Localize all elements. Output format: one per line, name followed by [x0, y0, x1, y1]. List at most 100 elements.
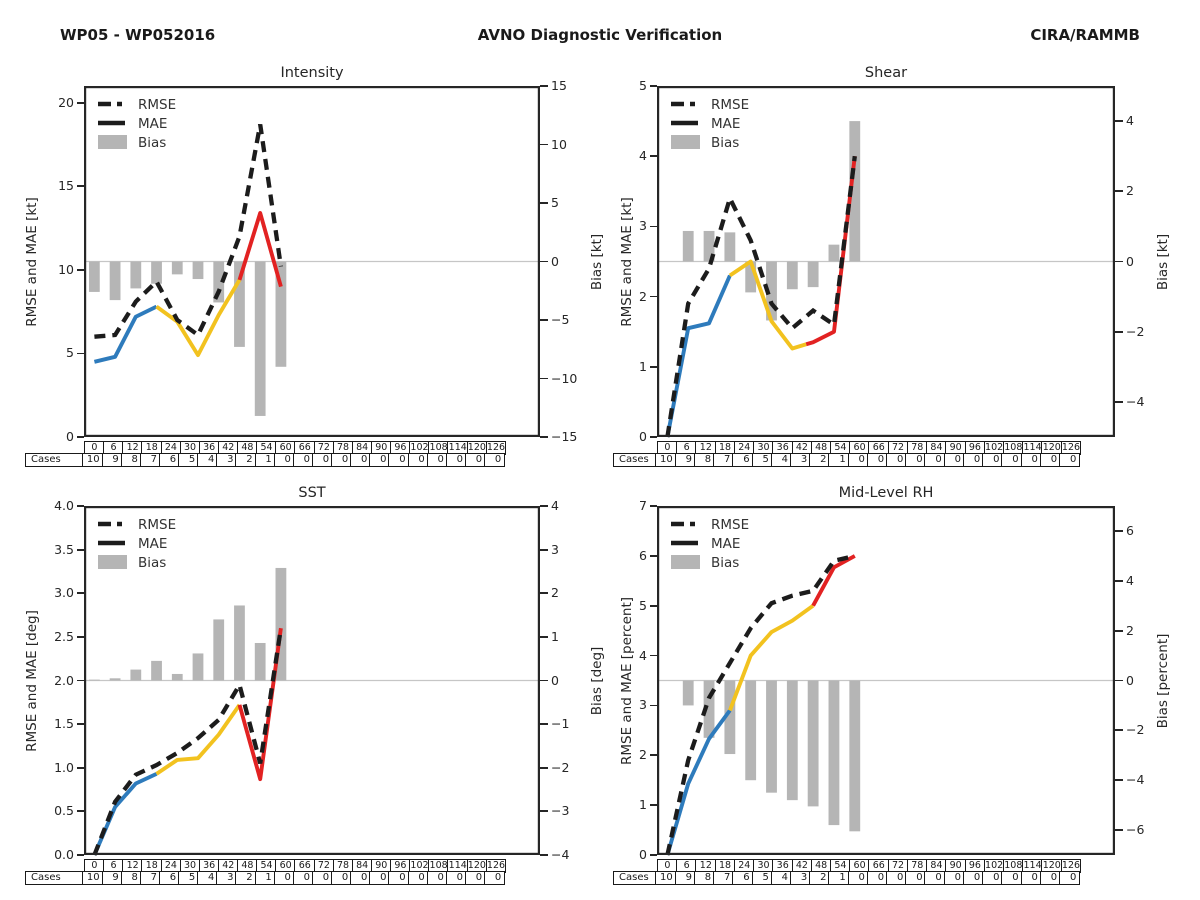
cases-row: Cases 10 9 8 7 6 5 4 3 2 1 0 0 0 0 0 0 0 0 0 0 0 0: [613, 871, 1080, 886]
bias-bar: [130, 261, 142, 289]
chart-title-mid-level-rh: Mid-Level RH: [838, 485, 934, 501]
y-tick-right: [540, 377, 548, 380]
cases-cell: 0: [847, 871, 869, 886]
cases-cell: 3: [216, 453, 237, 468]
y-tick-left: [649, 854, 657, 856]
cases-cell: 0: [962, 453, 984, 468]
y-tick-left: [76, 505, 84, 507]
y-tick-label-right: −4: [1126, 393, 1145, 409]
cases-cell: 0: [484, 453, 505, 468]
bias-bar: [192, 261, 204, 280]
mae-line-yellow: [728, 604, 815, 712]
y-tick-right: [1115, 530, 1123, 532]
plot-border: [84, 506, 540, 855]
y-tick-right: [1115, 190, 1123, 193]
cases-label-cell: Cases: [25, 871, 84, 886]
cases-cell: 0: [1059, 453, 1080, 468]
mae-line-blue: [665, 274, 732, 438]
ylabel-left-shear: RMSE and MAE [kt]: [619, 196, 635, 327]
legend-mae-label: MAE: [138, 116, 167, 132]
y-tick-left: [76, 635, 84, 638]
legend: RMSE MAE Bias: [98, 517, 176, 571]
cases-cell: 4: [197, 453, 218, 468]
y-tick-left: [76, 723, 84, 726]
cases-cell: 3: [789, 871, 811, 886]
rmse-line: [92, 627, 284, 856]
y-tick-label-left: 3: [639, 218, 647, 234]
y-tick-right: [540, 679, 548, 682]
chart-title-intensity: Intensity: [280, 65, 344, 81]
cases-cell: 0: [445, 453, 467, 468]
cases-cell: 0: [292, 871, 314, 886]
cases-cell: 0: [331, 871, 352, 886]
y-tick-label-right: 0: [1126, 672, 1134, 688]
cases-cell: 0: [426, 871, 448, 886]
ylabel-left-intensity: RMSE and MAE [kt]: [24, 196, 40, 327]
plot-area-shear: RMSE MAE Bias: [657, 86, 1115, 438]
mae-line-yellow: [155, 703, 242, 776]
plot-border: [84, 86, 540, 437]
cases-cell: 0: [292, 453, 314, 468]
y-tick-label-left: 20: [58, 94, 74, 110]
cases-cell: 5: [178, 871, 199, 886]
cases-cell: 10: [655, 871, 677, 886]
y-tick-label-left: 0: [639, 429, 647, 444]
cases-cell: 0: [407, 453, 429, 468]
legend-bias-label: Bias: [138, 135, 166, 151]
cases-cell: 9: [101, 453, 123, 468]
y-tick-label-right: −3: [551, 803, 570, 819]
y-tick-left: [76, 352, 84, 355]
y-tick-label-left: 1.0: [54, 759, 74, 775]
y-tick-label-right: −5: [551, 312, 570, 327]
bias-bar: [88, 679, 100, 681]
cases-cell: 0: [388, 871, 410, 886]
cases-cell: 6: [732, 871, 754, 886]
y-tick-left: [649, 654, 657, 657]
y-tick-label-left: 5: [639, 597, 647, 613]
cases-cell: 0: [1001, 453, 1023, 468]
cases-cell: 0: [866, 871, 888, 886]
y-tick-label-right: 0: [1126, 253, 1134, 269]
y-tick-label-left: 15: [58, 178, 74, 194]
cases-cell: 4: [197, 871, 218, 886]
legend: RMSE MAE Bias: [671, 97, 749, 151]
header-org: CIRA/RAMMB: [1030, 26, 1140, 44]
y-tick-label-right: −15: [551, 429, 578, 444]
cases-cell: 1: [828, 871, 850, 886]
cases-cell: 0: [311, 871, 333, 886]
cases-cell: 4: [770, 871, 792, 886]
y-tick-right: [1115, 629, 1123, 632]
y-tick-label-left: 2.0: [54, 672, 74, 688]
y-tick-right: [1115, 579, 1123, 582]
cases-cell: 0: [311, 453, 333, 468]
y-tick-left: [76, 766, 84, 769]
y-tick-label-left: 10: [58, 261, 74, 277]
x-tick-row: 0 6 12 18 24 30 36 42 48 54 60 66 72 78 84 90 96 102 108 11…: [657, 441, 1082, 455]
y-tick-right: [540, 592, 548, 595]
y-tick-left: [649, 225, 657, 228]
y-tick-label-left: 1.5: [54, 716, 74, 732]
cases-cell: 0: [464, 453, 486, 468]
bias-bar: [828, 244, 840, 262]
bias-bar: [766, 680, 777, 793]
y-tick-right: [540, 202, 548, 204]
cases-cell: 0: [464, 871, 486, 886]
cases-cell: 0: [273, 453, 295, 468]
cases-cell: 0: [484, 871, 505, 886]
cases-cell: 9: [674, 453, 696, 468]
cases-label-cell: Cases: [613, 453, 657, 468]
y-tick-label-left: 0: [66, 429, 74, 444]
y-tick-label-left: 7: [639, 498, 647, 513]
y-tick-left: [649, 505, 657, 507]
cases-cell: 0: [982, 871, 1003, 886]
bias-bar: [807, 680, 819, 807]
cases-cell: 0: [350, 871, 371, 886]
cases-row: Cases 10 9 8 7 6 5 4 3 2 1 0 0 0 0 0 0 0 0 0 0 0 0: [613, 453, 1080, 468]
y-tick-label-right: 2: [1126, 183, 1134, 199]
y-tick-label-left: 2.5: [54, 628, 74, 644]
legend-rmse-label: RMSE: [138, 517, 176, 533]
y-tick-left: [76, 548, 84, 551]
y-tick-label-right: −2: [1126, 722, 1145, 738]
cases-cell: 0: [962, 871, 984, 886]
legend-rmse-label: RMSE: [138, 97, 176, 113]
